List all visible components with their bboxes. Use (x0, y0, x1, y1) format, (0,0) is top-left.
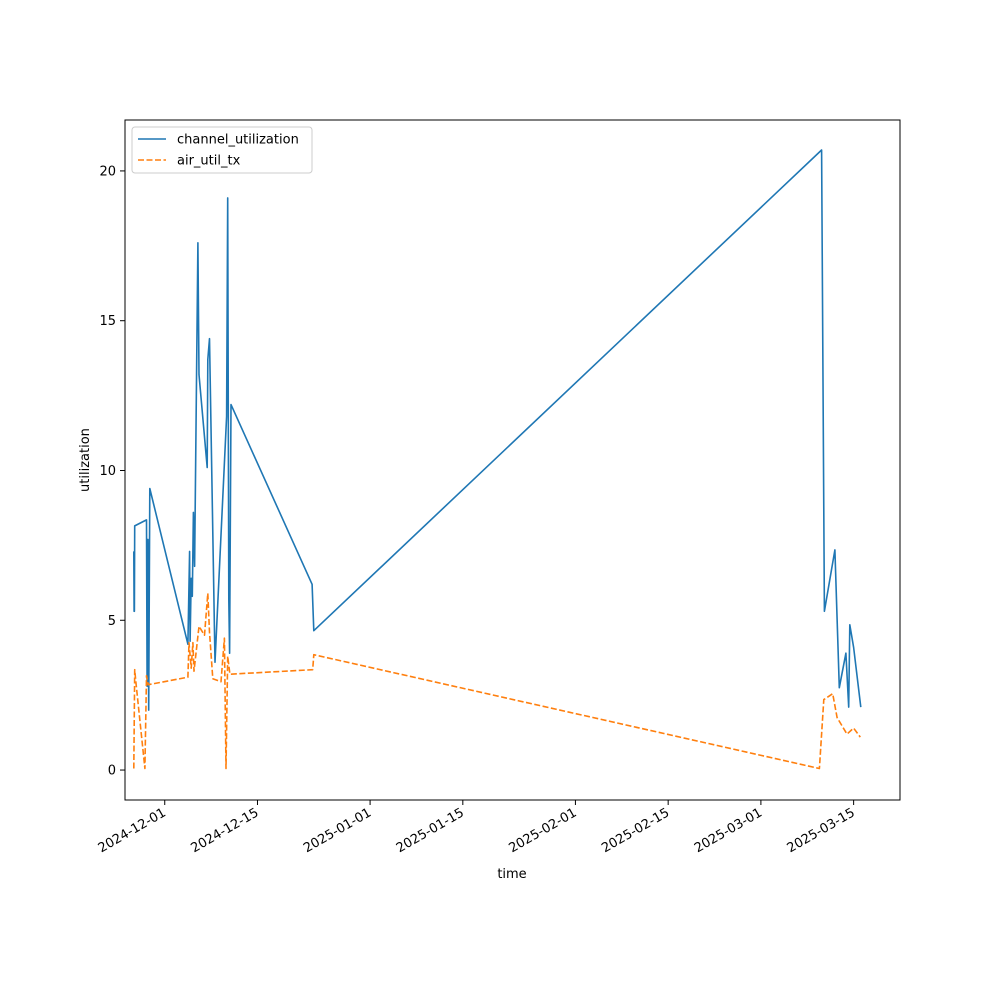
y-axis-ticks: 0 5 10 15 20 (99, 164, 125, 779)
series-line-channel-utilization (133, 149, 862, 711)
series-line-air-util-tx (133, 592, 861, 770)
plot-frame (124, 119, 901, 801)
series-layer (133, 149, 862, 770)
x-axis-label: time (497, 867, 526, 882)
legend: channel_utilization air_util_tx (131, 126, 313, 174)
legend-label: air_util_tx (177, 154, 241, 169)
y-axis-label: utilization (78, 428, 93, 492)
y-tick-label: 5 (108, 614, 116, 629)
y-tick-label: 15 (99, 314, 116, 329)
y-tick-label: 20 (99, 164, 116, 179)
y-tick-label: 10 (99, 464, 116, 479)
legend-label: channel_utilization (177, 133, 299, 148)
legend-box (131, 126, 313, 174)
y-tick-label: 0 (108, 764, 116, 779)
plot-area (125, 120, 900, 800)
